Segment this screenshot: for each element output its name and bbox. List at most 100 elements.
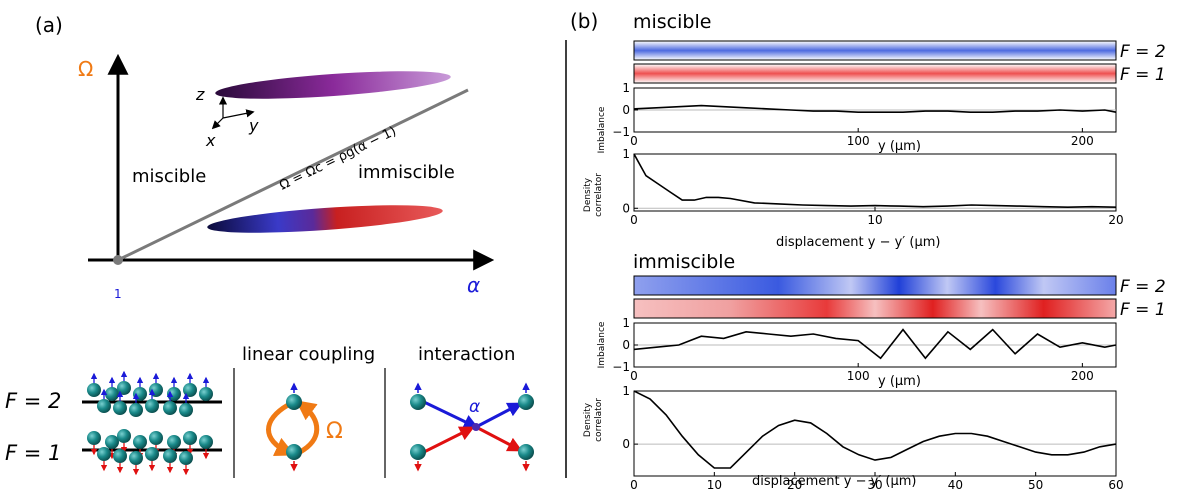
immiscible-corr-frame <box>633 390 1117 477</box>
miscible-corr-xtick-label: 0 <box>630 213 638 227</box>
immiscible-f1-label: F = 1 <box>1120 300 1166 320</box>
atom <box>183 383 197 397</box>
miscible-corr-ytick-label: 1 <box>622 147 630 161</box>
miscible-corr-series-line <box>633 153 1117 209</box>
coord-z-label: z <box>195 85 205 104</box>
coord-y-label: y <box>248 116 259 135</box>
immiscible-title: immiscible <box>633 251 735 273</box>
interaction-red-out <box>475 425 523 452</box>
miscible-corr-frame <box>633 153 1117 212</box>
miscible-corr-xtick-label: 10 <box>867 213 882 227</box>
immiscible-imbalance-xtick-label: 100 <box>847 369 870 383</box>
interaction-blue-in <box>423 400 479 429</box>
coupling-arrow-right <box>295 400 320 455</box>
immiscible-f2-image <box>633 275 1117 296</box>
f1-level-label: F = 1 <box>5 441 61 465</box>
interaction-vertex <box>472 423 480 431</box>
atom <box>87 431 101 445</box>
immiscible-imbalance-ytick-label: 1 <box>622 316 630 330</box>
atom <box>113 401 127 415</box>
immiscible-imbalance-ylabel: Imbalance <box>597 321 607 368</box>
f2-level-label: F = 2 <box>5 389 61 413</box>
immiscible-corr-ylabel-1: Density <box>583 402 593 437</box>
miscible-corr-xtick-label: 20 <box>1108 213 1123 227</box>
panel-a-label: (a) <box>35 13 63 37</box>
immiscible-imbalance-series-line <box>633 328 1117 360</box>
atom <box>179 403 193 417</box>
miscible-corr-xlabel: displacement y − y′ (μm) <box>776 235 940 250</box>
immiscible-corr-xtick-label: 10 <box>707 478 722 492</box>
atom <box>105 435 119 449</box>
coupling-symbol: Ω <box>326 419 343 444</box>
miscible-f2-label: F = 2 <box>1120 42 1166 62</box>
immiscible-imbalance-ytick-label: 0 <box>622 338 630 352</box>
immiscible-corr-ytick-label: 0 <box>622 437 630 451</box>
immiscible-corr-xtick-label: 50 <box>1028 478 1043 492</box>
immiscible-corr-series-line <box>633 390 1117 469</box>
immiscible-corr-ylabel-2: correlator <box>594 398 604 442</box>
alpha-axis-label: α <box>467 273 480 297</box>
immiscible-imbalance-xtick-label: 200 <box>1071 369 1094 383</box>
miscible-imbalance-xtick-label: 0 <box>630 134 638 148</box>
immiscible-corr-ytick-label: 1 <box>622 384 630 398</box>
miscible-imbalance-ytick-label: 0 <box>622 103 630 117</box>
miscible-corr-ylabel-2: correlator <box>594 173 604 217</box>
atom <box>97 399 111 413</box>
atom <box>163 449 177 463</box>
miscible-imbalance-xtick-label: 200 <box>1071 134 1094 148</box>
miscible-imbalance-ytick-label: −1 <box>612 125 630 139</box>
f1-atoms-cluster <box>87 429 213 476</box>
miscible-imbalance-ylabel: Imbalance <box>597 106 607 153</box>
atom <box>183 431 197 445</box>
immiscible-f2-label: F = 2 <box>1120 277 1166 297</box>
atom <box>149 431 163 445</box>
atom <box>129 403 143 417</box>
miscible-imbalance-xtick-label: 100 <box>847 134 870 148</box>
immiscible-imbalance-ytick-label: −1 <box>612 360 630 374</box>
miscible-corr-ylabel-1: Density <box>583 177 593 212</box>
immiscible-corr-xtick-label: 60 <box>1108 478 1123 492</box>
miscible-title: miscible <box>633 11 711 33</box>
atom <box>133 435 147 449</box>
atom <box>167 387 181 401</box>
atom <box>167 435 181 449</box>
immiscible-imbalance-xlabel: y (μm) <box>878 374 921 389</box>
atom <box>117 381 131 395</box>
miscible-imbalance-xlabel: y (μm) <box>878 139 921 154</box>
atom <box>199 435 213 449</box>
phase-boundary-label: Ω = Ωc = ρg(α − 1) <box>277 124 399 194</box>
interaction-symbol: α <box>469 397 480 417</box>
f2-atoms-cluster <box>87 370 213 417</box>
immiscible-corr-xtick-label: 20 <box>787 478 802 492</box>
coupling-arrow-left <box>266 402 296 457</box>
immiscible-f1-image <box>633 298 1117 319</box>
interaction-title: interaction <box>418 344 515 365</box>
immiscible-corr-xtick-label: 0 <box>630 478 638 492</box>
interaction-atoms <box>410 382 534 472</box>
atom <box>87 383 101 397</box>
miscible-f1-label: F = 1 <box>1120 65 1166 85</box>
atom <box>105 387 119 401</box>
immiscible-corr-xtick-label: 30 <box>867 478 882 492</box>
miscible-imbalance-series-line <box>633 104 1117 113</box>
atom <box>163 401 177 415</box>
coupling-atom-top <box>286 382 302 410</box>
interaction-blue-out <box>475 402 523 429</box>
immiscible-region-label: immiscible <box>358 162 455 183</box>
interaction-red-in <box>423 426 475 454</box>
atom <box>145 447 159 461</box>
panel-b-label: (b) <box>570 9 598 33</box>
atom <box>133 387 147 401</box>
miscible-corr-ytick-label: 0 <box>622 201 630 215</box>
atom <box>117 429 131 443</box>
immiscible-corr-xlabel: displacement y − y′ (μm) <box>752 474 916 489</box>
coordinate-axes <box>211 96 255 130</box>
immiscible-cloud-image <box>207 205 443 233</box>
atom <box>129 451 143 465</box>
coord-x-label: x <box>205 131 216 150</box>
atom <box>149 383 163 397</box>
omega-axis-label: Ω <box>78 57 93 81</box>
